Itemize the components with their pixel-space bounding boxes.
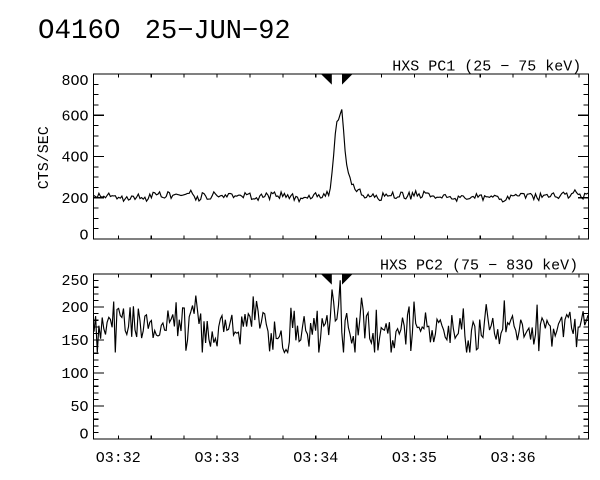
svg-text:O3:32: O3:32 [96, 450, 141, 467]
svg-text:O3:33: O3:33 [194, 450, 239, 467]
svg-text:O416O: O416O [38, 16, 121, 47]
svg-text:O3:36: O3:36 [491, 450, 536, 467]
svg-text:15O: 15O [61, 333, 88, 350]
svg-text:2OO: 2OO [61, 191, 88, 208]
svg-text:1OO: 1OO [61, 366, 88, 383]
svg-text:HXS PC2 (75 − 83O keV): HXS PC2 (75 − 83O keV) [380, 258, 578, 275]
svg-text:O3:34: O3:34 [293, 450, 338, 467]
svg-text:HXS PC1 (25 − 75 keV): HXS PC1 (25 − 75 keV) [392, 58, 581, 75]
svg-text:25O: 25O [61, 273, 88, 290]
svg-text:2OO: 2OO [61, 300, 88, 317]
svg-text:4OO: 4OO [61, 150, 88, 167]
svg-text:O: O [79, 228, 88, 245]
svg-text:6OO: 6OO [61, 109, 88, 126]
svg-text:O3:35: O3:35 [392, 450, 437, 467]
svg-text:8OO: 8OO [61, 73, 88, 90]
svg-text:O: O [79, 427, 88, 444]
svg-text:CTS/SEC: CTS/SEC [36, 126, 53, 189]
svg-text:25−JUN−92: 25−JUN−92 [145, 17, 291, 47]
svg-text:5O: 5O [70, 399, 88, 416]
